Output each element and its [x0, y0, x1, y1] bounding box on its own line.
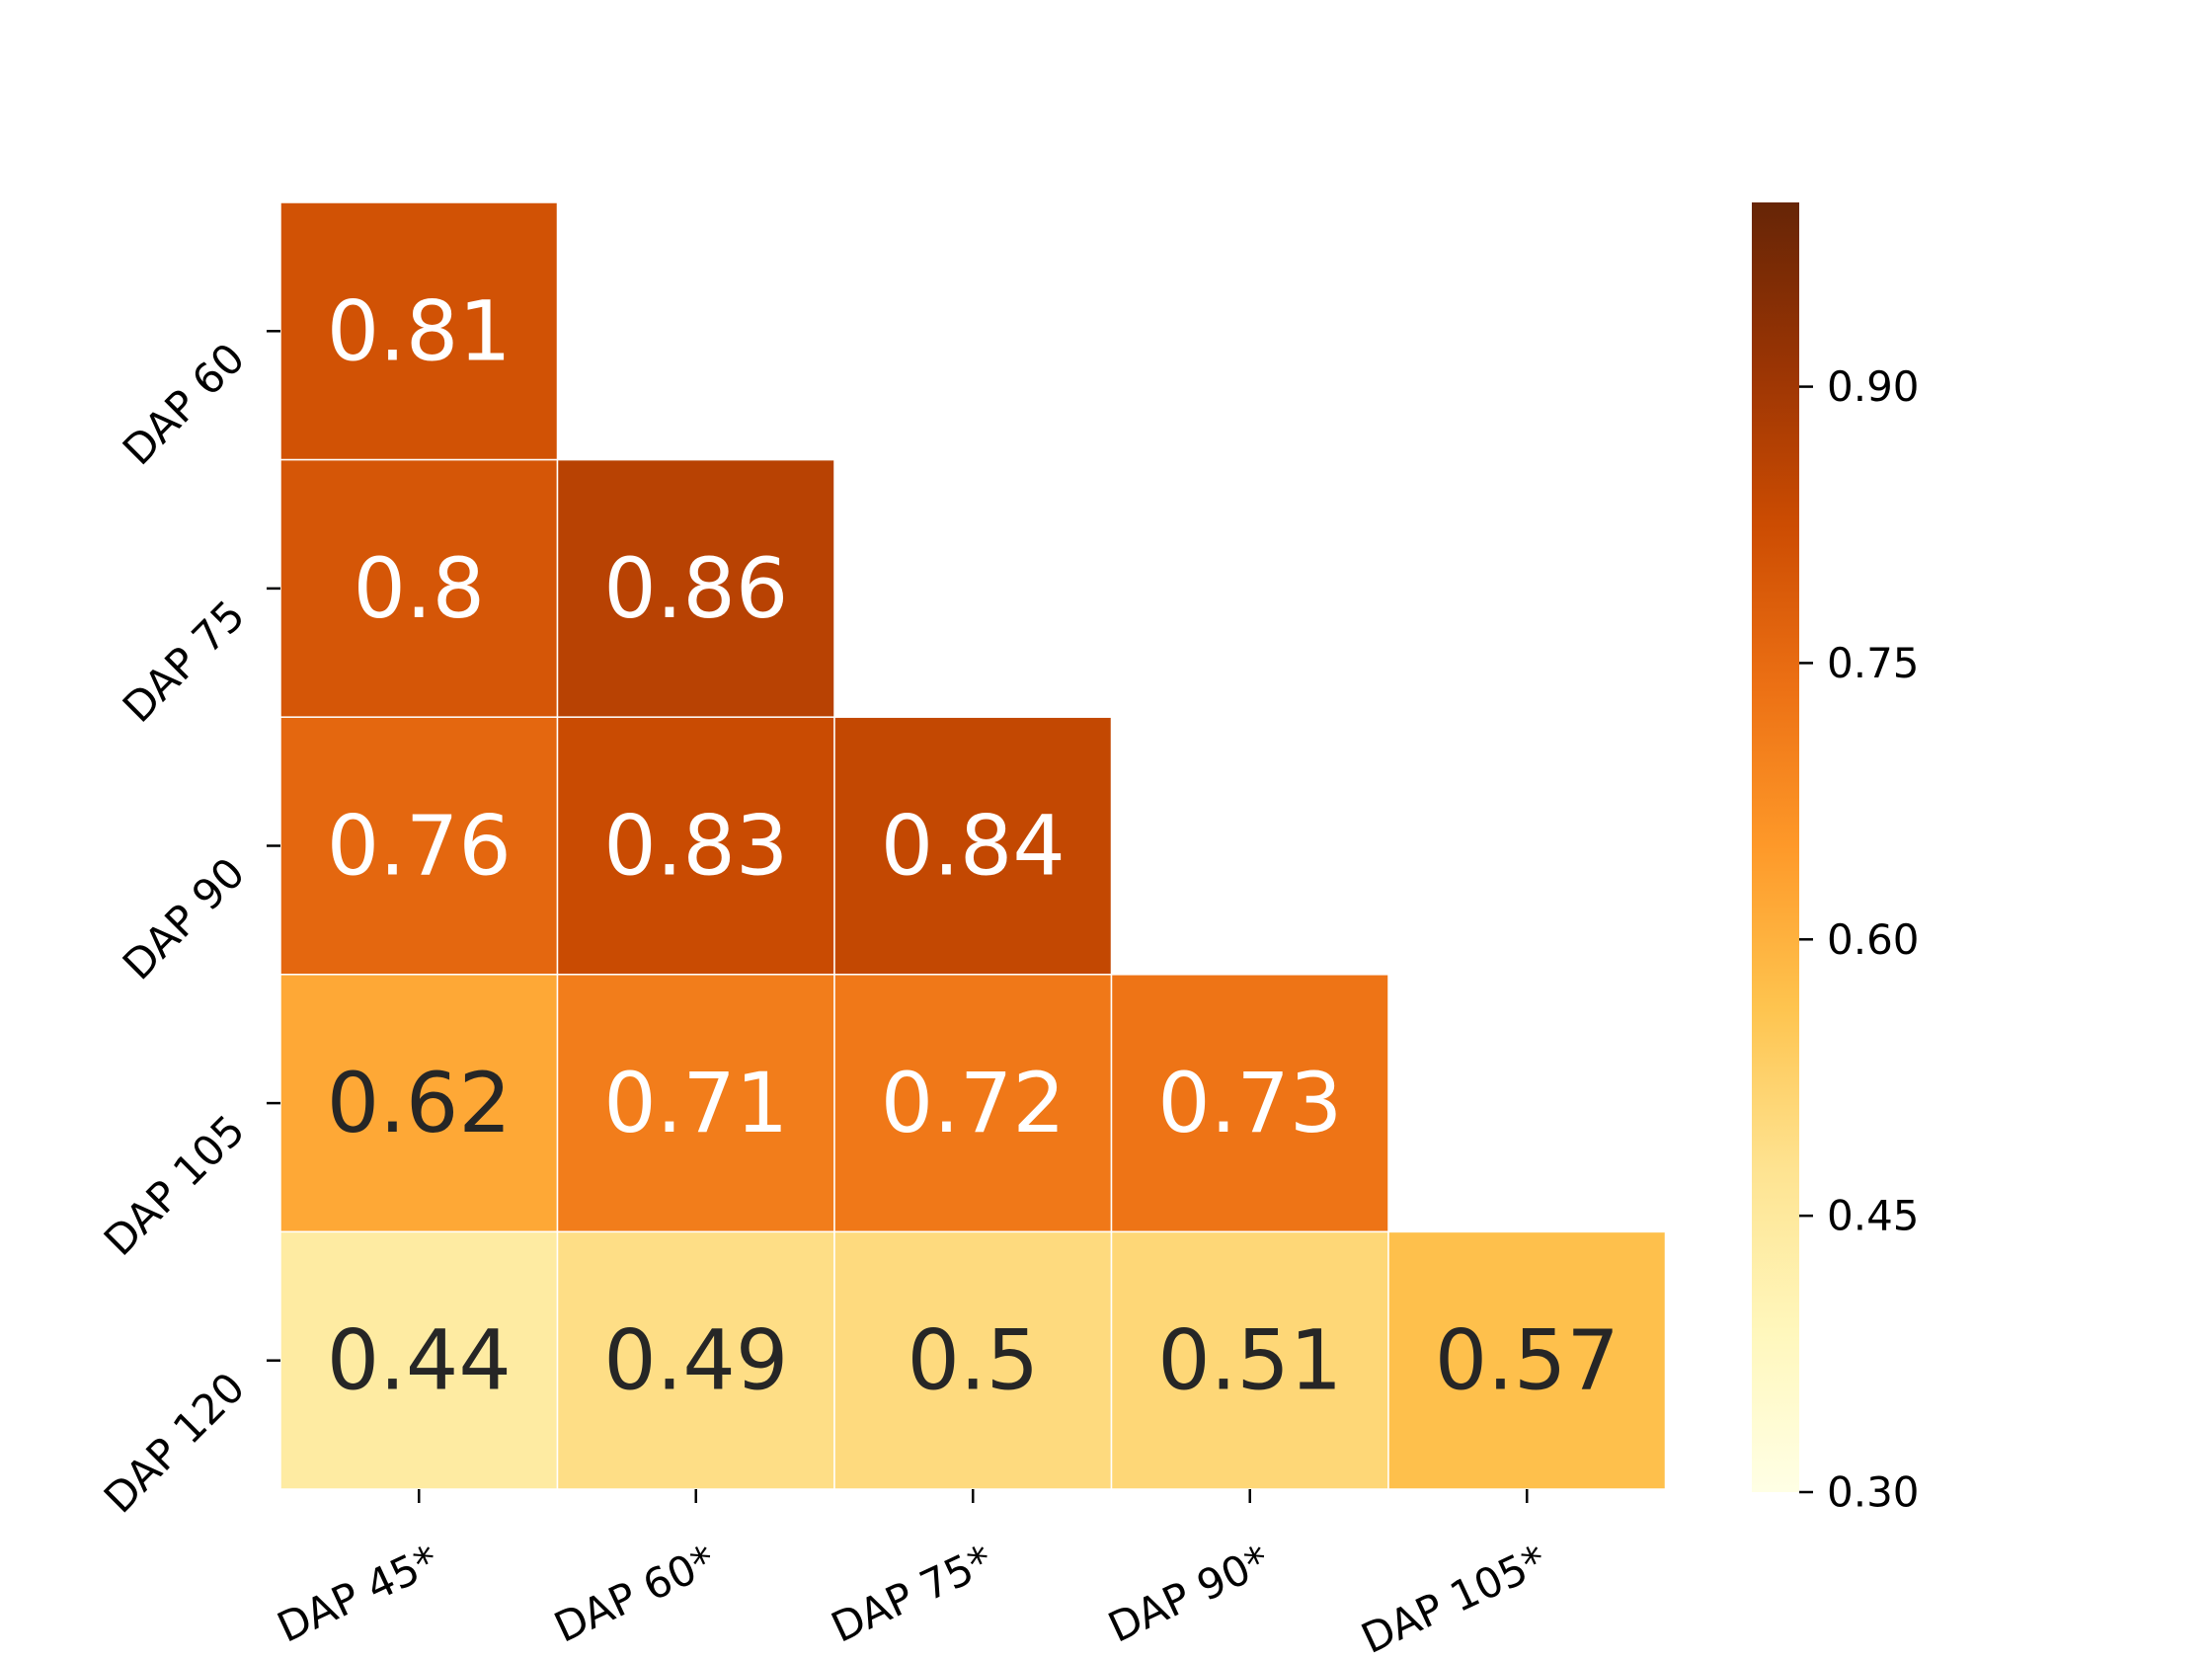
cell-annotations: 0.81 0.8 0.86 0.76 0.83 0.84 0.62 0.71 0.72 0.73 0… [327, 282, 1620, 1408]
heatmap-cell [1110, 974, 1389, 1233]
cell-value-label: 0.57 [1435, 1312, 1620, 1409]
colorbar-tick-label: 0.30 [1827, 1468, 1920, 1517]
y-axis: DAP 60 DAP 75 DAP 90 DAP 105 DAP 120 [95, 330, 280, 1523]
cell-value-label: 0.62 [327, 1055, 512, 1151]
y-tick-label: DAP 60 [114, 334, 254, 474]
colorbar-tick-label: 0.45 [1827, 1192, 1920, 1240]
colorbar-tick-label: 0.90 [1827, 362, 1920, 411]
cell-value-label: 0.8 [353, 540, 485, 637]
heatmap-cell [1387, 1230, 1667, 1490]
colorbar: 0.30 0.45 0.60 0.75 0.90 [1752, 202, 1920, 1517]
heatmap-cell [556, 974, 835, 1233]
colorbar-tick-label: 0.60 [1827, 915, 1920, 964]
cell-value-label: 0.72 [881, 1055, 1066, 1151]
y-tick-label: DAP 75 [114, 591, 254, 731]
heatmap-cell [556, 1230, 835, 1490]
heatmap-cell [556, 458, 835, 718]
cell-value-label: 0.5 [907, 1312, 1039, 1409]
cell-value-label: 0.71 [603, 1055, 788, 1151]
heatmap-cell [279, 716, 559, 976]
heatmap-cell [833, 1230, 1113, 1490]
cell-value-label: 0.44 [327, 1312, 512, 1409]
colorbar-tick-label: 0.75 [1827, 639, 1920, 687]
cell-value-label: 0.84 [881, 798, 1066, 895]
x-tick-label: DAP 60* [547, 1536, 723, 1652]
y-tick-label: DAP 105 [95, 1106, 254, 1265]
cell-value-label: 0.86 [603, 540, 788, 637]
x-axis: DAP 45* DAP 60* DAP 75* DAP 90* DAP 105* [270, 1489, 1553, 1659]
x-tick-label: DAP 90* [1101, 1536, 1277, 1652]
cell-value-label: 0.81 [327, 282, 512, 379]
heatmap-cell [279, 201, 559, 461]
heatmap-cell [279, 458, 559, 718]
x-tick-label: DAP 75* [824, 1536, 999, 1652]
heatmap-cell [1110, 1230, 1389, 1490]
cell-value-label: 0.49 [603, 1312, 788, 1409]
heatmap-cell [556, 716, 835, 976]
y-tick-label: DAP 120 [95, 1363, 254, 1522]
colorbar-gradient [1752, 202, 1799, 1492]
y-tick-label: DAP 90 [114, 848, 254, 988]
cell-value-label: 0.76 [327, 798, 512, 895]
cell-value-label: 0.73 [1157, 1055, 1342, 1151]
x-tick-label: DAP 105* [1354, 1536, 1553, 1659]
x-tick-label: DAP 45* [270, 1536, 445, 1652]
heatmap-cell [279, 974, 559, 1233]
heatmap-cells [279, 201, 1667, 1490]
heatmap-cell [833, 716, 1113, 976]
cell-value-label: 0.51 [1157, 1312, 1342, 1409]
cell-value-label: 0.83 [603, 798, 788, 895]
